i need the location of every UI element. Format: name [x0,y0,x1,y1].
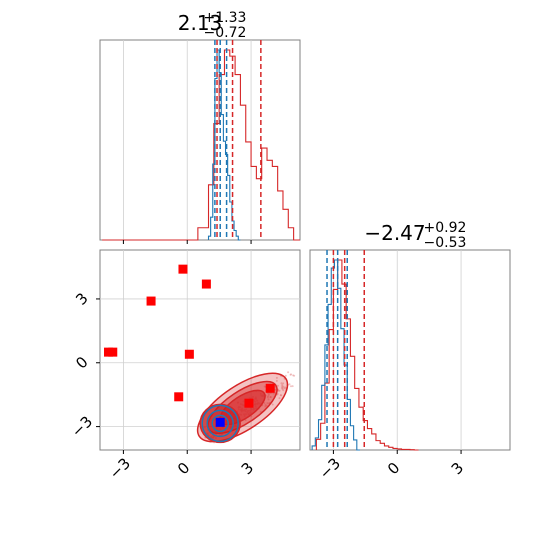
sample-point [275,379,278,382]
blue-contour-0 [201,404,239,443]
tick-label: −3 [68,412,96,440]
sample-point [290,373,293,376]
x-tick-labels: −3 0 3 [316,454,468,482]
histogram-series-0 [102,49,300,241]
red-square-marker [146,296,156,306]
x-tick-labels: −3 0 3 [106,454,258,482]
sample-point [289,385,292,388]
tick-label: 3 [72,289,91,308]
sample-point [280,382,283,385]
sample-point [269,396,272,399]
quantile-lines [326,250,366,450]
histogram-series-0 [315,259,419,451]
title-upper-error: +0.92 [424,220,467,236]
quantile-lines [214,40,262,240]
histogram-series-1 [207,49,241,241]
sample-point [267,398,270,401]
red-square-marker [104,347,114,357]
blue-square-marker [215,417,225,427]
sample-point [281,386,284,389]
title-base: −2.47 [364,221,425,245]
sample-point [276,384,279,387]
gridlines [123,40,252,240]
panel-frame [309,249,511,451]
x-tick-marks [122,450,252,454]
tick-label: 3 [448,459,467,478]
sample-point [282,382,285,385]
sample-point [268,392,271,395]
histogram-series [102,49,300,241]
title-base: 2.13 [178,11,223,35]
tick-label: 0 [384,459,403,478]
y-tick-marks [96,298,100,428]
param2-title: −2.47 [364,221,425,245]
sample-point [264,403,267,406]
joint-distribution-panel: −3 0 3 −3 0 3 [68,249,301,483]
marginal-histogram-param1: 2.13 +1.33 −0.72 [99,10,301,244]
gridlines [333,250,462,450]
y-tick-labels: −3 0 3 [68,289,96,441]
sample-point [272,392,275,395]
sample-point [275,376,278,379]
sample-point [259,410,262,413]
param1-title: 2.13 [178,11,223,35]
tick-label: 0 [72,353,91,372]
sample-point [293,374,296,377]
sample-point [278,397,281,400]
blue-contour-1 [206,409,234,438]
sample-point [263,402,266,405]
tick-label: −3 [316,454,344,482]
sample-point [264,405,267,408]
tick-marks [122,240,252,244]
tick-label: 0 [174,459,193,478]
tick-label: 3 [238,459,257,478]
blue-contour-2 [211,414,229,433]
histogram-series [311,259,419,451]
sample-point [281,383,284,386]
title-upper-error: +1.33 [204,10,247,26]
red-square-marker [244,398,254,408]
title-lower-error: −0.72 [204,25,247,41]
red-square-markers [104,264,275,408]
title-lower-error: −0.53 [424,235,467,251]
red-square-marker [265,383,275,393]
red-square-marker [174,392,184,402]
marginal-histogram-param2: −3 0 3 −2.47 +0.92 −0.53 [309,220,511,483]
red-square-marker [184,349,194,359]
histogram-series-1 [311,259,360,451]
sample-point [288,383,291,386]
sample-point [284,374,287,377]
sample-point [291,385,294,388]
sample-point [280,394,283,397]
sample-point [266,402,269,405]
panel-frame [99,39,301,241]
sample-point [271,403,274,406]
sample-point [284,386,287,389]
sample-point [267,395,270,398]
sample-point [281,388,284,391]
tick-marks [332,450,462,454]
truth-marker [215,417,225,427]
sample-point [287,371,290,374]
red-square-marker [201,279,211,289]
red-square-marker [178,264,188,274]
tick-label: −3 [106,454,134,482]
